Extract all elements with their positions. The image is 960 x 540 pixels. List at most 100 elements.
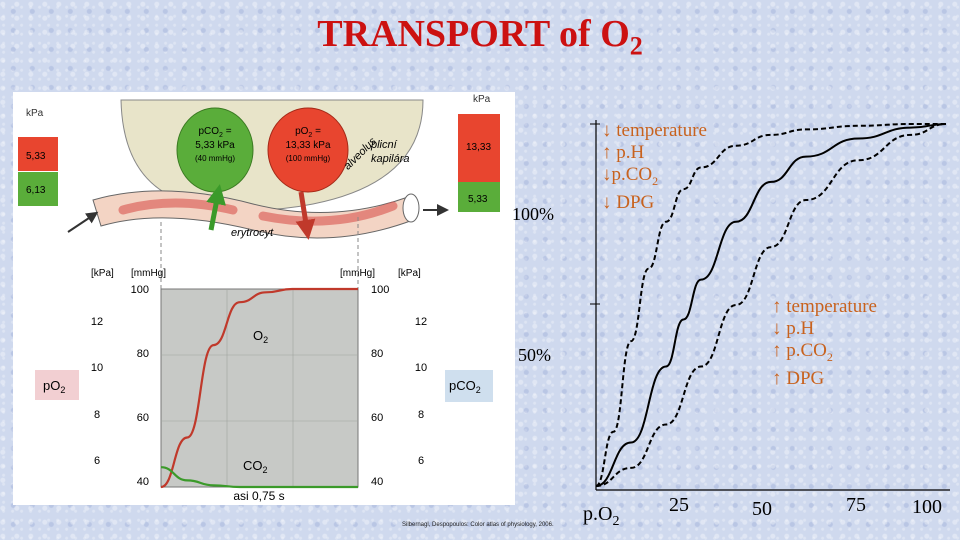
po2-bubble <box>267 107 349 193</box>
right-kpa-tick-label: 6 <box>418 455 424 467</box>
left-mmhg-tick-label: 80 <box>137 348 149 360</box>
o2-curve <box>160 287 358 489</box>
diffusion-plot-grid <box>161 289 358 487</box>
unit-kpa-left: kPa <box>26 108 44 119</box>
legend-sub: 2 <box>826 349 833 364</box>
legend-text: p.CO <box>611 164 653 185</box>
axis-left-mmhg: [mmHg] <box>131 268 166 279</box>
left-kpa-tick-label: 12 <box>91 316 103 328</box>
dissociation-curve-normal <box>595 123 947 487</box>
legend-arrow-icon: ↑ <box>602 142 612 163</box>
right-bar-red <box>458 114 500 182</box>
y-label-50: 50% <box>518 345 551 365</box>
pco2-bubble-line2: 5,33 kPa <box>195 140 235 151</box>
right-kpa-tick-label: 8 <box>418 409 424 421</box>
axis-right-mmhg: [mmHg] <box>340 268 375 279</box>
left-kpa-tick-label: 8 <box>94 409 100 421</box>
legend-arrow-icon: ↑ <box>772 296 782 317</box>
co2-curve <box>160 466 358 489</box>
pco2-badge-text: pCO2 <box>449 378 481 395</box>
legend-top-item: ↓p.CO2 <box>602 164 707 192</box>
legend-top-item: ↑ p.H <box>602 142 707 164</box>
x-tick-75: 75 <box>846 494 866 516</box>
left-bar-green <box>18 172 58 206</box>
left-kpa-ticks: 12 10 8 6 <box>91 316 103 467</box>
legend-top-item: ↓ DPG <box>602 192 707 214</box>
right-mmhg-tick-label: 40 <box>371 476 383 488</box>
legend-sub: 2 <box>652 173 659 188</box>
slide-title-main: TRANSPORT of O <box>317 13 630 55</box>
legend-arrow-icon: ↑ <box>772 367 782 389</box>
left-mmhg-tick-label: 40 <box>137 476 149 488</box>
right-kpa-tick-label: 12 <box>415 316 427 328</box>
po2-badge <box>35 370 79 400</box>
legend-text: DPG <box>611 191 655 213</box>
x-tick-50: 50 <box>752 498 772 520</box>
legend-text: temperature <box>781 296 877 317</box>
unit-kpa-right: kPa <box>473 94 491 105</box>
right-bar-top-value: 13,33 <box>466 142 491 153</box>
x-axis-label: p.O2 <box>583 503 619 529</box>
legend-text: p.CO <box>781 340 827 361</box>
source-credit: Silbernagl, Despopoulos: Color atlas of … <box>402 522 554 528</box>
co2-curve-label: CO2 <box>243 458 268 475</box>
legend-arrow-icon: ↓ <box>602 191 612 213</box>
legend-arrow-icon: ↓ <box>772 318 782 339</box>
right-kpa-ticks: 12 10 8 6 <box>415 316 427 467</box>
erythrocyte-2 <box>258 201 398 226</box>
left-bar-bottom-value: 6,13 <box>26 185 46 196</box>
po2-badge-text: pO2 <box>43 378 65 395</box>
erythrocyte-1 <box>118 198 238 215</box>
axis-left-kpa: [kPa] <box>91 268 114 279</box>
slide-title: TRANSPORT of O2 <box>0 12 960 62</box>
x-tick-25: 25 <box>669 494 689 516</box>
legend-text: p.H <box>611 142 645 163</box>
capillary-end <box>402 193 420 223</box>
legend-right-shift: ↑ temperature ↓ p.H ↑ p.CO2 ↑ DPG <box>772 296 877 390</box>
po2-bubble-line2: 13,33 kPa <box>285 140 330 151</box>
po2-bubble-line3: (100 mmHg) <box>286 154 331 163</box>
left-mmhg-tick-label: 60 <box>137 412 149 424</box>
y-label-100: 100% <box>512 204 554 224</box>
alveolar-diffusion-figure: kPa 5,33 6,13 kPa 13,33 5,33 pCO2 = 5,33… <box>13 92 515 505</box>
alveolar-diffusion-svg: kPa 5,33 6,13 kPa 13,33 5,33 pCO2 = 5,33… <box>18 94 500 503</box>
legend-left-shift: ↓ temperature ↑ p.H ↓p.CO2 ↓ DPG <box>602 120 707 214</box>
o2-diffusion-arrow <box>295 191 316 240</box>
po2-bubble-line1: pO2 = <box>295 126 321 139</box>
label-capillary-line1: plicní <box>370 139 398 151</box>
legend-top-item: ↓ temperature <box>602 120 707 142</box>
left-bar-top-value: 5,33 <box>26 151 46 162</box>
left-mmhg-tick-label: 100 <box>131 284 149 296</box>
legend-mid-item: ↑ DPG <box>772 368 877 390</box>
right-mmhg-ticks: 100 80 60 40 <box>371 284 389 488</box>
diffusion-plot-panel <box>160 288 359 488</box>
axis-right-kpa: [kPa] <box>398 268 421 279</box>
right-kpa-tick-label: 10 <box>415 362 427 374</box>
x-tick-100: 100 <box>912 496 942 518</box>
left-kpa-tick-label: 6 <box>94 455 100 467</box>
legend-mid-item: ↑ temperature <box>772 296 877 318</box>
legend-text: temperature <box>611 120 707 141</box>
legend-text: DPG <box>781 367 825 389</box>
right-bar-green <box>458 182 500 212</box>
right-mmhg-tick-label: 60 <box>371 412 383 424</box>
dissociation-curve-right-shift <box>595 123 947 487</box>
slide-title-sub: 2 <box>629 31 643 61</box>
legend-mid-item: ↑ p.CO2 <box>772 340 877 368</box>
dissociation-curve-left-shift <box>595 123 946 487</box>
label-capillary-line2: kapilára <box>371 153 410 165</box>
time-label: asi 0,75 s <box>233 489 284 503</box>
left-bar-red <box>18 137 58 171</box>
legend-arrow-icon: ↑ <box>772 340 782 361</box>
left-kpa-tick-label: 10 <box>91 362 103 374</box>
legend-mid-item: ↓ p.H <box>772 318 877 340</box>
legend-arrow-icon: ↓ <box>602 164 612 185</box>
legend-text: p.H <box>781 318 815 339</box>
right-bar-bottom-value: 5,33 <box>468 194 488 205</box>
o2-curve-label: O2 <box>253 328 268 345</box>
flow-arrow-in <box>67 211 99 233</box>
pco2-bubble-line3: (40 mmHg) <box>195 154 235 163</box>
right-mmhg-tick-label: 80 <box>371 348 383 360</box>
left-mmhg-ticks: 100 80 60 40 <box>131 284 149 488</box>
